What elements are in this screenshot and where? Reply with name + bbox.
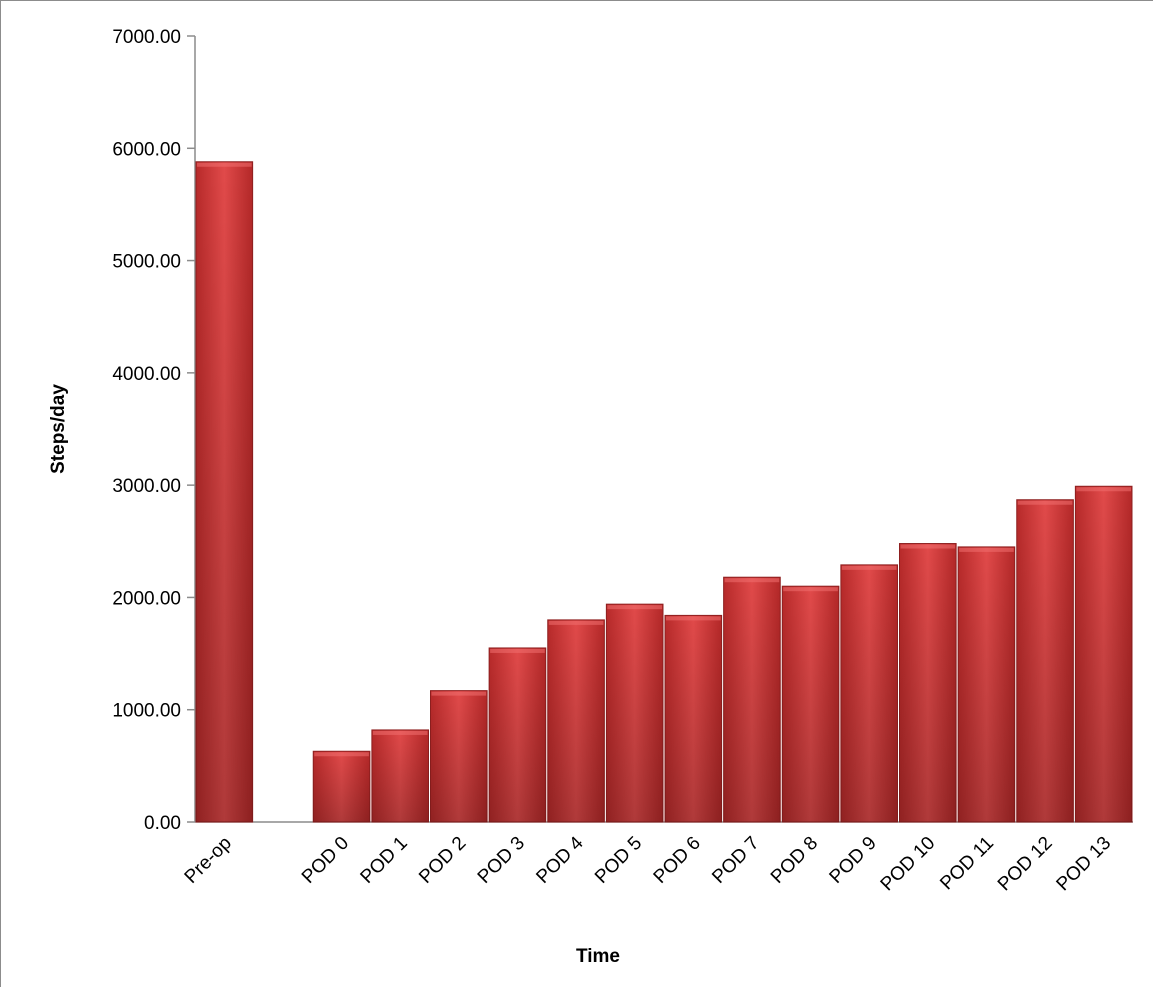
bar xyxy=(1016,499,1074,823)
bar-highlight xyxy=(783,587,838,592)
x-tick-label: Pre-op xyxy=(181,833,236,888)
bar-shade xyxy=(489,647,546,822)
y-tick-label: 3000.00 xyxy=(112,476,181,497)
bar-highlight xyxy=(548,620,604,625)
bar-shade xyxy=(723,577,781,822)
x-tick-label: POD 9 xyxy=(826,833,881,888)
x-tick-label: POD 7 xyxy=(708,833,763,888)
bar xyxy=(723,576,781,823)
bar-highlight xyxy=(666,616,721,621)
y-tick-label: 4000.00 xyxy=(112,364,181,385)
bar-highlight xyxy=(900,544,956,549)
bar-highlight xyxy=(724,578,780,583)
bar xyxy=(840,564,898,823)
x-tick-label: POD 12 xyxy=(994,833,1057,896)
y-tick-label: 2000.00 xyxy=(112,588,181,609)
bar-highlight xyxy=(314,752,369,757)
bar-shade xyxy=(1075,486,1132,822)
bar xyxy=(664,614,723,823)
bar-shade xyxy=(430,690,488,822)
x-axis: Pre-op POD 0 POD 1 POD 2 POD 3 POD 4 POD 5 POD … xyxy=(181,821,1133,896)
bar-highlight xyxy=(372,730,428,735)
y-tick-label: 5000.00 xyxy=(112,252,181,273)
bar xyxy=(605,603,664,823)
bar-highlight xyxy=(490,648,545,653)
bar-shade xyxy=(606,604,663,822)
bar-highlight xyxy=(197,162,252,167)
x-tick-label: POD 3 xyxy=(474,833,529,888)
y-tick-label: 0.00 xyxy=(144,813,181,834)
x-tick-label: POD 13 xyxy=(1053,833,1116,896)
x-tick-label: POD 11 xyxy=(936,833,998,895)
bar xyxy=(547,619,605,823)
x-tick-label: POD 4 xyxy=(532,832,587,887)
y-axis-title: Steps/day xyxy=(48,384,69,474)
x-tick-label: POD 2 xyxy=(415,833,470,888)
bar xyxy=(1074,485,1133,823)
bar-shade xyxy=(1016,499,1074,822)
bars xyxy=(195,161,1133,823)
x-tick-label: POD 1 xyxy=(357,833,412,888)
bar xyxy=(195,161,254,823)
bar-shade xyxy=(958,546,1015,822)
bar xyxy=(488,647,547,823)
bar-shade xyxy=(782,586,839,822)
bar-shade xyxy=(665,615,722,822)
bar xyxy=(430,690,488,823)
x-tick-label: POD 0 xyxy=(298,833,353,888)
bar-highlight xyxy=(607,605,662,610)
x-axis-title: Time xyxy=(576,946,620,967)
x-tick-label: POD 5 xyxy=(591,833,646,888)
x-tick-label: POD 10 xyxy=(877,833,940,896)
bar-shade xyxy=(371,729,429,822)
bar-shade xyxy=(840,564,898,822)
y-axis: 0.00 1000.00 2000.00 3000.00 4000.00 5000.00 6… xyxy=(112,27,196,834)
bar-shade xyxy=(196,161,253,822)
bar-highlight xyxy=(841,565,897,570)
y-tick-label: 1000.00 xyxy=(112,701,181,722)
bar-shade xyxy=(899,543,957,822)
bar xyxy=(312,750,371,823)
y-tick-label: 6000.00 xyxy=(112,139,181,160)
x-tick-label: POD 8 xyxy=(767,833,822,888)
bar-shade xyxy=(313,751,370,822)
bar-highlight xyxy=(1076,487,1131,492)
bar-highlight xyxy=(1017,500,1073,505)
bar-shade xyxy=(547,619,605,822)
bar-highlight xyxy=(431,691,487,696)
y-tick-label: 7000.00 xyxy=(112,27,181,48)
bar xyxy=(957,546,1016,823)
bar xyxy=(371,729,429,823)
bar xyxy=(899,543,957,823)
bar-highlight xyxy=(959,547,1014,552)
x-tick-label: POD 6 xyxy=(650,833,705,888)
bar xyxy=(781,585,840,823)
